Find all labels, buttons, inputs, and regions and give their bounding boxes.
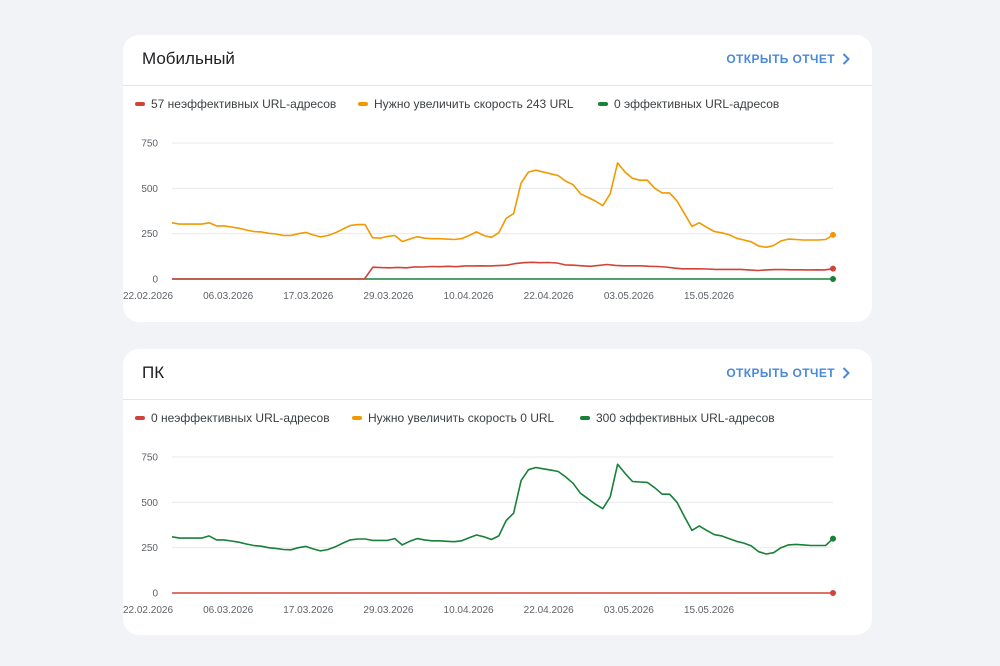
legend-swatch: [352, 416, 362, 420]
y-tick-label: 250: [141, 229, 158, 240]
chevron-right-icon: [842, 53, 850, 65]
pc-report-card: ПК ОТКРЫТЬ ОТЧЕТ 0 неэффективных URL-адр…: [123, 349, 872, 635]
legend-item-poor[interactable]: 57 неэффективных URL-адресов: [135, 97, 336, 111]
legend-swatch: [580, 416, 590, 420]
x-tick-label: 17.03.2026: [283, 605, 333, 616]
legend-swatch: [598, 102, 608, 106]
legend-swatch: [135, 102, 145, 106]
card-header: Мобильный ОТКРЫТЬ ОТЧЕТ: [123, 35, 872, 86]
y-tick-label: 500: [141, 184, 158, 195]
x-tick-label: 06.03.2026: [203, 605, 253, 616]
legend-item-needs-improvement[interactable]: Нужно увеличить скорость 0 URL: [352, 411, 554, 425]
series-end-point: [830, 590, 836, 596]
x-tick-label: 22.04.2026: [524, 605, 574, 616]
x-tick-label: 03.05.2026: [604, 605, 654, 616]
legend-swatch: [358, 102, 368, 106]
legend-label: 57 неэффективных URL-адресов: [151, 97, 337, 111]
x-tick-label: 17.03.2026: [283, 291, 333, 302]
y-tick-label: 750: [141, 453, 158, 464]
x-tick-label: 06.03.2026: [203, 291, 253, 302]
legend-item-good[interactable]: 300 эффективных URL-адресов: [580, 411, 775, 425]
series-line: [171, 162, 834, 249]
y-tick-label: 250: [141, 543, 158, 554]
card-title: ПК: [142, 363, 165, 382]
series-end-point: [830, 231, 836, 238]
legend-label: 0 эффективных URL-адресов: [614, 97, 780, 111]
x-tick-label: 29.03.2026: [363, 605, 413, 616]
legend-item-good[interactable]: 0 эффективных URL-адресов: [598, 97, 779, 111]
legend-label: Нужно увеличить скорость 0 URL: [368, 411, 555, 425]
y-tick-label: 0: [152, 589, 158, 600]
chevron-right-icon: [842, 367, 850, 379]
x-tick-label: 29.03.2026: [363, 291, 413, 302]
mobile-report-card: Мобильный ОТКРЫТЬ ОТЧЕТ 57 неэффективных…: [123, 35, 872, 322]
legend-label: Нужно увеличить скорость 243 URL: [374, 97, 574, 111]
card-header: ПК ОТКРЫТЬ ОТЧЕТ: [123, 349, 872, 400]
y-tick-label: 500: [141, 498, 158, 509]
series-end-point: [830, 276, 836, 282]
open-report-link[interactable]: ОТКРЫТЬ ОТЧЕТ: [726, 52, 850, 66]
x-tick-label: 15.05.2026: [684, 605, 734, 616]
y-tick-label: 750: [141, 139, 158, 150]
pc-line-chart: 0 250 500 750 22.02.2026 06.03.2026 17.03.2026…: [123, 453, 836, 616]
x-tick-label: 22.02.2026: [123, 291, 173, 302]
y-tick-label: 0: [152, 275, 158, 286]
legend-item-poor[interactable]: 0 неэффективных URL-адресов: [135, 411, 330, 425]
mobile-line-chart: 0 250 500 750 22.02.2026 06.03.2026 17.03.2026…: [123, 139, 836, 302]
open-report-label: ОТКРЫТЬ ОТЧЕТ: [726, 366, 835, 380]
x-tick-label: 10.04.2026: [444, 291, 494, 302]
open-report-label: ОТКРЫТЬ ОТЧЕТ: [726, 52, 835, 66]
legend-swatch: [135, 416, 145, 420]
series-line: [172, 261, 834, 280]
legend-label: 0 неэффективных URL-адресов: [151, 411, 330, 425]
x-tick-label: 22.04.2026: [524, 291, 574, 302]
legend-item-needs-improvement[interactable]: Нужно увеличить скорость 243 URL: [358, 97, 574, 111]
chart-legend: 57 неэффективных URL-адресов Нужно увели…: [123, 97, 872, 117]
x-tick-label: 03.05.2026: [604, 291, 654, 302]
series-end-point: [830, 535, 836, 542]
open-report-link[interactable]: ОТКРЫТЬ ОТЧЕТ: [726, 366, 850, 380]
card-title: Мобильный: [142, 49, 235, 68]
x-tick-label: 22.02.2026: [123, 605, 173, 616]
legend-label: 300 эффективных URL-адресов: [596, 411, 775, 425]
x-tick-label: 10.04.2026: [444, 605, 494, 616]
chart-legend: 0 неэффективных URL-адресов Нужно увелич…: [123, 411, 872, 431]
x-tick-label: 15.05.2026: [684, 291, 734, 302]
series-end-point: [830, 265, 836, 272]
series-line: [171, 463, 834, 555]
